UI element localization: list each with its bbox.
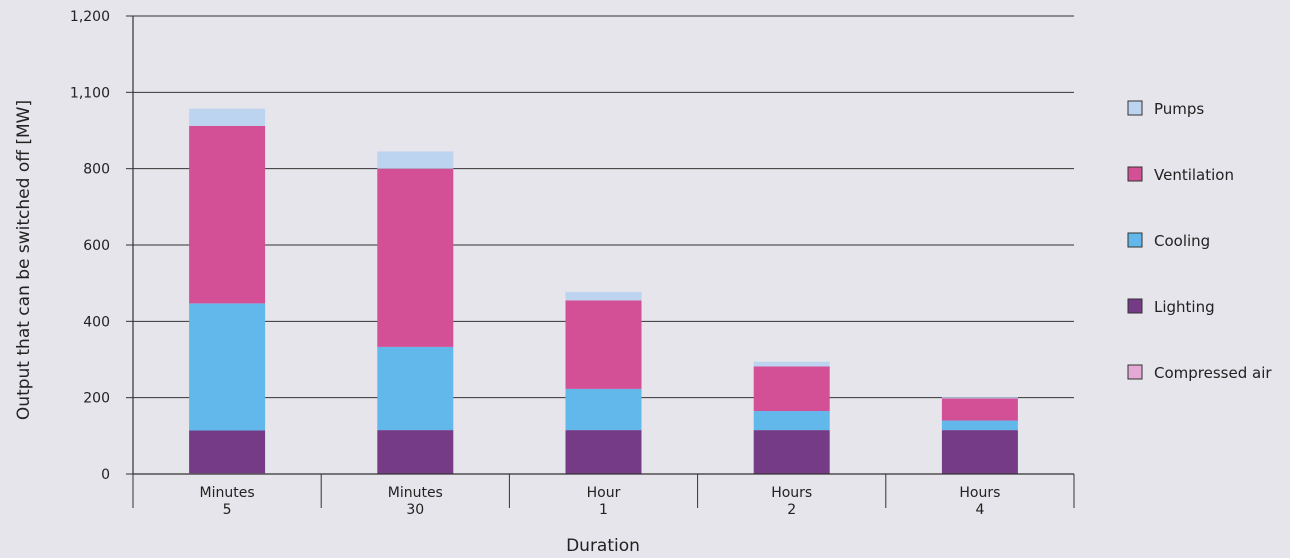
bar-segment-pumps	[753, 361, 830, 367]
bar-segment-pumps	[377, 151, 454, 169]
bar-segment-pumps	[941, 397, 1018, 399]
bar-segment-lighting	[377, 430, 454, 474]
bar-segment-lighting	[565, 430, 642, 474]
bar-segment-ventilation	[941, 398, 1018, 421]
legend-swatch	[1127, 100, 1143, 116]
y-tick-labels: 0 200 400 600 800 1,100 1,200	[70, 9, 110, 483]
legend-label: Lighting	[1154, 298, 1215, 316]
x-axis-title: Duration	[566, 536, 640, 556]
y-tick-label: 400	[83, 314, 110, 330]
legend-label: Compressed air	[1154, 364, 1272, 382]
bar-segment-ventilation	[753, 366, 830, 412]
x-category-label: Minutes	[200, 485, 255, 501]
legend-swatch	[1127, 364, 1143, 380]
bar-segment-lighting	[753, 430, 830, 474]
bar-segment-ventilation	[565, 300, 642, 389]
x-category-sublabel: 30	[406, 502, 424, 518]
x-category-sublabel: 2	[787, 502, 796, 518]
x-category-sublabel: 4	[975, 502, 984, 518]
x-category-label: Minutes	[388, 485, 443, 501]
y-tick-label: 800	[83, 162, 110, 178]
bar-segment-lighting	[941, 430, 1018, 474]
y-tick-label: 600	[83, 238, 110, 254]
legend: Pumps Ventilation Cooling Lighting Compresse…	[1127, 100, 1272, 382]
bar-segment-cooling	[753, 411, 830, 431]
bar-segment-pumps	[565, 291, 642, 301]
bars	[189, 108, 1018, 474]
bar-segment-lighting	[189, 430, 266, 474]
bar-segment-cooling	[565, 388, 642, 431]
x-category-label: Hour	[587, 485, 621, 501]
bar-segment-ventilation	[377, 168, 454, 347]
legend-label: Ventilation	[1154, 166, 1234, 184]
bar-segment-cooling	[377, 346, 454, 431]
legend-swatch	[1127, 298, 1143, 314]
x-category-sublabel: 1	[599, 502, 608, 518]
bar-segment-pumps	[189, 108, 266, 126]
legend-label: Cooling	[1154, 232, 1210, 250]
bar-segment-cooling	[941, 420, 1018, 431]
x-category-label: Hours	[959, 485, 1000, 501]
y-tick-label: 1,200	[70, 9, 110, 25]
bar-segment-ventilation	[189, 125, 266, 304]
x-category-sublabel: 5	[223, 502, 232, 518]
legend-swatch	[1127, 166, 1143, 182]
y-tick-label: 1,100	[70, 85, 110, 101]
legend-label: Pumps	[1154, 100, 1204, 118]
legend-swatch	[1127, 232, 1143, 248]
y-tick-label: 200	[83, 391, 110, 407]
bar-segment-cooling	[189, 303, 266, 431]
y-axis-title: Output that can be switched off [MW]	[14, 100, 34, 420]
gridlines	[126, 15, 1074, 475]
x-category-label: Hours	[771, 485, 812, 501]
y-tick-label: 0	[101, 467, 110, 483]
axes	[132, 16, 1074, 475]
